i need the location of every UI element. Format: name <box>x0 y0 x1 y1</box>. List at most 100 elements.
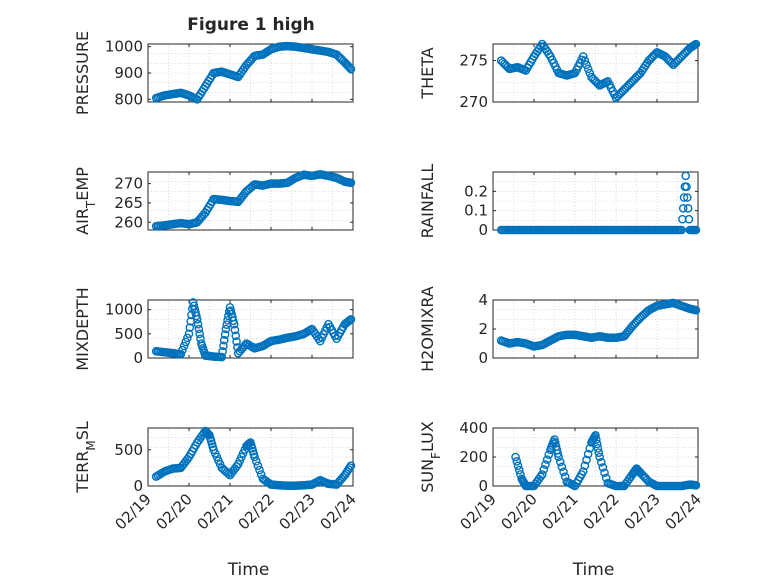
y-tick-label: 0 <box>478 349 488 367</box>
data-point-interp <box>583 449 593 459</box>
y-axis-label: RAINFALL <box>418 164 437 239</box>
y-tick-label: 270 <box>114 175 143 193</box>
data-point <box>691 225 701 235</box>
data-point-interp <box>594 448 604 457</box>
y-label-subscript: M <box>84 440 98 450</box>
data-point-interp <box>583 64 593 74</box>
x-axis-label: Time <box>227 560 270 580</box>
data-point-interp <box>203 429 213 438</box>
data-point-interp <box>553 449 563 458</box>
subplot-6: 0 2 4 H2OMIXRA <box>418 286 701 372</box>
data-point-interp <box>557 462 567 472</box>
data-point-interp <box>667 58 677 68</box>
y-tick-label: 4 <box>478 291 488 309</box>
data-point <box>595 452 604 462</box>
y-tick-label: 0 <box>133 349 143 367</box>
data-point <box>250 452 259 462</box>
data-point-interp <box>682 182 691 191</box>
data-point <box>681 171 691 181</box>
figure-title: Figure 1 high <box>187 15 315 35</box>
data-point-interp <box>582 455 591 465</box>
data-point <box>221 324 231 334</box>
y-tick-label: 260 <box>114 213 143 231</box>
data-point-interp <box>345 315 355 325</box>
x-tick-label: 02/22 <box>235 490 278 533</box>
data-point-interp <box>600 468 609 477</box>
data-point-interp <box>192 311 201 321</box>
data-point <box>346 461 356 471</box>
y-tick-label: 0.1 <box>464 202 488 220</box>
y-label-subscript: T <box>84 200 98 209</box>
y-tick-label: 0 <box>133 477 143 495</box>
data-point <box>346 178 356 188</box>
data-point <box>691 480 701 490</box>
data-point-interp <box>559 467 568 477</box>
data-point <box>578 467 588 476</box>
data-point-interp <box>344 316 353 326</box>
axes-frame <box>147 427 354 487</box>
y-axis-label: PRESSURE <box>73 31 92 115</box>
data-point <box>511 452 520 462</box>
data-point-interp <box>585 443 595 453</box>
data-point-interp <box>679 193 689 202</box>
data-point-interp <box>598 463 608 472</box>
y-tick-label: 200 <box>459 448 488 466</box>
data-point <box>578 52 588 61</box>
data-point-interp <box>516 470 525 479</box>
y-label-tail: LUX <box>418 421 437 452</box>
data-point-interp <box>514 465 524 475</box>
y-label-subscript: F <box>429 452 443 459</box>
data-point-interp <box>582 60 591 70</box>
data-point-interp <box>683 204 693 213</box>
data-point <box>346 315 356 324</box>
data-point-interp <box>580 56 590 65</box>
y-label-main: SUN <box>418 459 437 493</box>
y-axis-label: AIRTEMP <box>73 167 98 235</box>
data-point-interp <box>513 461 523 471</box>
data-point-interp <box>185 323 195 332</box>
data-point-interp <box>219 335 229 345</box>
y-tick-label: 900 <box>114 64 143 82</box>
data-point <box>537 470 547 479</box>
data-point <box>229 319 239 329</box>
y-tick-label: 400 <box>459 419 488 437</box>
y-tick-label: 270 <box>459 93 488 111</box>
data-point-interp <box>218 347 227 356</box>
data-point-interp <box>683 193 692 202</box>
data-point-interp <box>179 341 189 351</box>
x-tick-label: 02/19 <box>112 490 155 533</box>
data-point-interp <box>539 465 549 474</box>
y-tick-label: 0.2 <box>464 182 488 200</box>
y-tick-label: 1000 <box>105 301 143 319</box>
x-tick-label: 02/24 <box>317 490 360 533</box>
data-point-interp <box>592 439 602 449</box>
data-point-interp <box>251 457 261 466</box>
x-tick-label: 02/20 <box>153 490 196 533</box>
data-point-interp <box>230 325 240 335</box>
data-point-interp <box>255 465 264 475</box>
y-axis-label: THETA <box>418 47 437 99</box>
data-point-interp <box>592 435 601 444</box>
x-tick-label: 02/22 <box>580 490 623 533</box>
data-point <box>176 349 186 359</box>
data-point-interp <box>580 461 590 471</box>
y-tick-label: 500 <box>114 441 143 459</box>
y-tick-label: 1000 <box>105 38 143 56</box>
data-point-interp <box>512 457 522 466</box>
y-tick-label: 800 <box>114 90 143 108</box>
data-point <box>217 352 227 362</box>
data-point-interp <box>195 329 204 339</box>
y-axis-label: H2OMIXRA <box>418 286 437 372</box>
y-tick-label: 0 <box>478 477 488 495</box>
data-point-interp <box>555 457 565 467</box>
data-point-interp <box>228 316 238 326</box>
y-axis-label: TERRMSL <box>73 421 98 494</box>
data-point <box>184 329 194 339</box>
subplot-2: 270 275 THETA <box>418 39 701 111</box>
x-tick-label: 02/21 <box>194 490 237 533</box>
data-point-interp <box>344 62 353 71</box>
data-point-interp <box>596 457 606 467</box>
y-label-main: AIR <box>73 208 92 235</box>
data-point-interp <box>684 214 694 224</box>
